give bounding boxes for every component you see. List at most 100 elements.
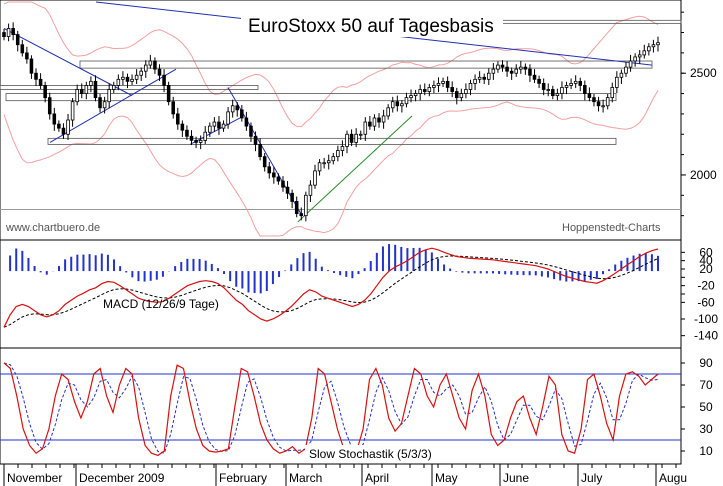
- candle-body: [601, 105, 605, 108]
- candle-body: [11, 28, 15, 35]
- macd-y-tick-label: -60: [697, 295, 715, 309]
- candle-body: [89, 80, 93, 86]
- candle-body: [258, 144, 262, 158]
- stochastic-y-ticks: 90 70 50 30 10: [681, 356, 713, 458]
- candle-body: [272, 172, 276, 178]
- candle-body: [377, 117, 381, 123]
- candle-body: [6, 28, 11, 37]
- candle-body: [244, 117, 249, 127]
- candle-body: [253, 135, 258, 145]
- candle-body: [240, 109, 244, 119]
- candle-body: [637, 54, 642, 58]
- candle-body: [569, 82, 573, 86]
- downtrend-line-1: [3, 28, 133, 97]
- candle-body: [619, 72, 624, 78]
- candle-body: [390, 101, 395, 109]
- stoch-y-tick-label: 30: [699, 422, 713, 436]
- candle-body: [171, 101, 175, 115]
- candle-body: [605, 97, 610, 107]
- x-axis-label: May: [435, 471, 458, 485]
- x-axis-labels: November December 2009 February March April M…: [3, 464, 687, 486]
- candle-body: [43, 85, 47, 99]
- candle-body: [381, 115, 386, 123]
- candle-body: [464, 89, 468, 94]
- candle-body: [189, 135, 194, 141]
- candle-body: [290, 192, 294, 202]
- candle-body: [148, 60, 153, 66]
- candle-body: [176, 113, 180, 125]
- candle-body: [322, 162, 326, 165]
- candle-body: [642, 50, 647, 56]
- candle-body: [436, 82, 441, 86]
- macd-y-tick-label: -100: [694, 312, 718, 326]
- candle-body: [505, 66, 509, 72]
- stoch-y-tick-label: 50: [699, 400, 713, 414]
- candle-body: [340, 146, 345, 151]
- candle-body: [487, 72, 491, 80]
- stoch-title-bg: [305, 445, 435, 462]
- candle-body: [395, 101, 400, 107]
- candle-body: [473, 78, 477, 84]
- candle-body: [368, 121, 372, 127]
- candle-body: [226, 111, 230, 125]
- stoch-y-tick-label: 70: [699, 378, 713, 392]
- candle-body: [564, 85, 569, 88]
- candle-body: [441, 80, 445, 84]
- candle-body: [404, 97, 409, 105]
- candle-body: [537, 78, 541, 84]
- candle-body: [281, 180, 285, 188]
- candle-body: [450, 87, 454, 92]
- stoch-y-tick-label: 90: [699, 356, 713, 370]
- candle-body: [354, 133, 358, 143]
- stoch-y-tick-label: 10: [699, 444, 713, 458]
- candle-body: [514, 68, 518, 74]
- macd-y-tick-label: 20: [699, 262, 713, 276]
- candle-body: [313, 170, 317, 186]
- candle-body: [523, 66, 528, 70]
- candle-body: [418, 89, 422, 94]
- candle-body: [79, 89, 84, 94]
- level-box: [5, 93, 617, 102]
- candle-body: [230, 105, 235, 113]
- candle-body: [326, 160, 331, 164]
- candle-body: [198, 139, 203, 143]
- price-y-tick-label: 2500: [690, 66, 717, 80]
- candle-body: [25, 52, 29, 60]
- candle-body: [633, 56, 637, 62]
- candle-body: [400, 103, 404, 107]
- candle-body: [573, 80, 578, 84]
- stoch-d-line: [3, 362, 659, 454]
- candle-body: [84, 85, 89, 94]
- candle-body: [519, 66, 523, 70]
- x-axis-label: March: [289, 471, 322, 485]
- candle-body: [34, 72, 38, 80]
- candle-body: [317, 162, 322, 172]
- watermark-right: Hoppenstedt-Charts: [562, 222, 661, 234]
- macd-y-tick-label: -140: [694, 329, 718, 343]
- candle-body: [294, 201, 299, 215]
- candle-body: [166, 85, 171, 103]
- level-box: [47, 137, 617, 145]
- candle-body: [180, 123, 185, 131]
- candle-body: [454, 91, 459, 99]
- x-axis-label: February: [219, 471, 267, 485]
- candle-body: [203, 131, 208, 141]
- candle-body: [331, 156, 336, 162]
- green-uptrend-line: [297, 115, 413, 223]
- candle-body: [20, 44, 25, 54]
- candle-body: [98, 97, 102, 109]
- x-axis-label: Augu: [659, 471, 687, 485]
- candle-body: [651, 44, 656, 48]
- x-axis-label: July: [581, 471, 602, 485]
- macd-y-tick-label: -20: [697, 279, 715, 293]
- candle-body: [500, 64, 505, 68]
- candle-body: [52, 113, 57, 125]
- candle-body: [276, 176, 281, 182]
- candle-body: [144, 64, 148, 72]
- candle-body: [102, 101, 107, 109]
- candle-body: [468, 82, 473, 90]
- candle-body: [546, 89, 551, 91]
- candle-body: [107, 89, 111, 103]
- candle-body: [409, 95, 413, 99]
